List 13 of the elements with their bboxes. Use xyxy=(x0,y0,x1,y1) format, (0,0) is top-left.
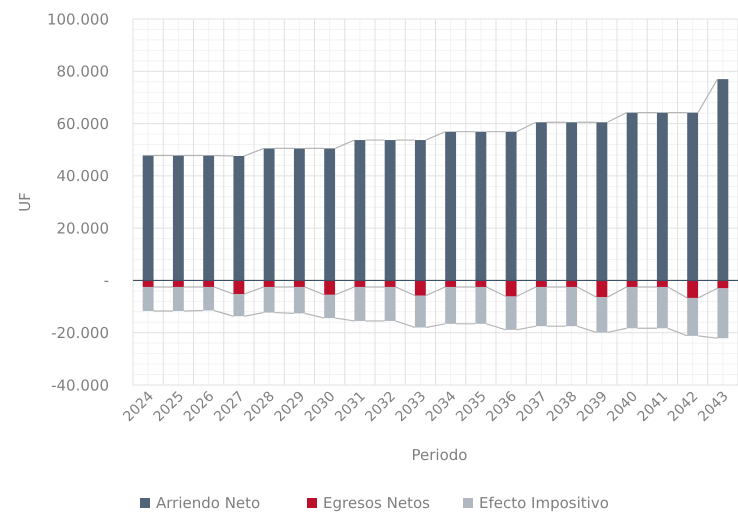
y-tick-label: 80.000 xyxy=(56,62,109,81)
y-tick-label: -40.000 xyxy=(51,376,109,394)
y-tick-label: 40.000 xyxy=(56,167,109,186)
legend-label: Efecto Impositivo xyxy=(479,494,609,512)
y-tick-label: 60.000 xyxy=(56,114,109,133)
legend-label: Egresos Netos xyxy=(323,494,430,512)
y-tick-label: 20.000 xyxy=(56,219,109,238)
y-axis-title: UF xyxy=(16,192,34,212)
x-axis-title: Periodo xyxy=(412,446,468,464)
y-tick-label: 100.000 xyxy=(46,10,109,28)
y-tick-label: - xyxy=(104,272,109,290)
legend-label: Arriendo Neto xyxy=(156,494,260,512)
y-tick-label: -20.000 xyxy=(51,324,109,342)
